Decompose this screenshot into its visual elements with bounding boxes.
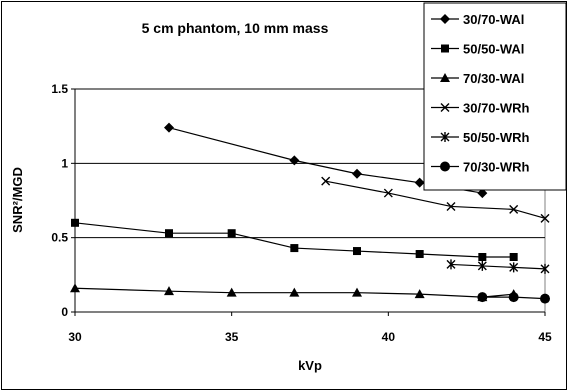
data-point: [352, 168, 362, 179]
y-tick-label: 1: [61, 156, 68, 170]
data-point: [509, 262, 519, 273]
series-line: [74, 287, 514, 298]
data-point: [165, 229, 173, 238]
data-point: [352, 287, 362, 297]
data-point: [478, 252, 487, 261]
legend-entry: 50/50-WRh: [431, 130, 530, 145]
data-point: [321, 176, 331, 186]
y-tick-label: 1.5: [51, 82, 68, 96]
series-30/70-WRh: [321, 176, 550, 223]
data-point: [414, 177, 425, 188]
data-point: [71, 218, 79, 227]
data-point: [289, 155, 300, 166]
legend-label: 30/70-WRh: [463, 101, 530, 116]
y-axis-title: SNR²/MGD: [10, 167, 25, 233]
legend-entry: 70/30-WRh: [431, 160, 530, 175]
legend-entry: 30/70-WRh: [431, 101, 530, 116]
legend-label: 30/70-WAl: [463, 12, 524, 27]
series-50/50-WAl: [71, 218, 518, 261]
data-point: [227, 229, 236, 238]
legend-marker: [440, 132, 450, 142]
data-point: [540, 293, 550, 304]
series-70/30-WRh: [477, 292, 550, 304]
data-point: [509, 252, 518, 261]
series-layer: [70, 122, 550, 304]
data-point: [446, 259, 456, 270]
series-50/50-WRh: [446, 259, 550, 274]
data-point: [415, 250, 424, 259]
x-tick-label: 45: [538, 330, 552, 344]
data-point: [70, 283, 80, 293]
legend-label: 70/30-WRh: [463, 160, 530, 175]
legend-marker: [440, 73, 450, 82]
data-point: [353, 247, 361, 256]
legend-label: 70/30-WAl: [463, 71, 524, 86]
data-point: [509, 204, 519, 214]
data-point: [540, 263, 550, 274]
tick-labels: 0 0.5 1 1.5 30 35 40 45: [51, 82, 552, 344]
data-point: [164, 122, 174, 133]
data-point: [414, 289, 425, 299]
data-point: [540, 213, 550, 223]
legend-label: 50/50-WAl: [463, 42, 524, 57]
data-point: [446, 201, 456, 211]
legend-entry: 50/50-WAl: [431, 42, 524, 57]
legend-label: 50/50-WRh: [463, 130, 530, 145]
legend: 30/70-WAl 50/50-WAl 70/30-WAl 30/70-WRh 50/5…: [423, 2, 567, 191]
y-tick-label: 0.5: [51, 231, 68, 245]
x-tick-label: 40: [382, 330, 396, 344]
data-point: [477, 188, 488, 199]
y-tick-label: 0: [61, 305, 68, 319]
data-point: [477, 260, 487, 271]
x-tick-label: 30: [68, 330, 82, 344]
legend-box: [423, 2, 567, 191]
legend-entry: 70/30-WAl: [431, 71, 524, 86]
data-point: [289, 287, 300, 297]
data-point: [477, 292, 488, 303]
legend-marker: [440, 14, 450, 24]
data-point: [290, 244, 299, 253]
axes: [71, 88, 546, 316]
x-axis-title: kVp: [298, 358, 322, 373]
data-point: [383, 188, 393, 198]
x-tick-label: 35: [225, 330, 239, 344]
data-point: [226, 287, 237, 297]
data-point: [164, 286, 174, 296]
legend-marker: [440, 103, 450, 112]
series-line: [74, 222, 514, 258]
legend-marker: [440, 161, 450, 172]
legend-entry: 30/70-WAl: [431, 12, 524, 27]
legend-marker: [441, 44, 449, 53]
series-line: [450, 263, 546, 270]
data-point: [508, 292, 519, 303]
chart-title: 5 cm phantom, 10 mm mass: [142, 20, 329, 36]
